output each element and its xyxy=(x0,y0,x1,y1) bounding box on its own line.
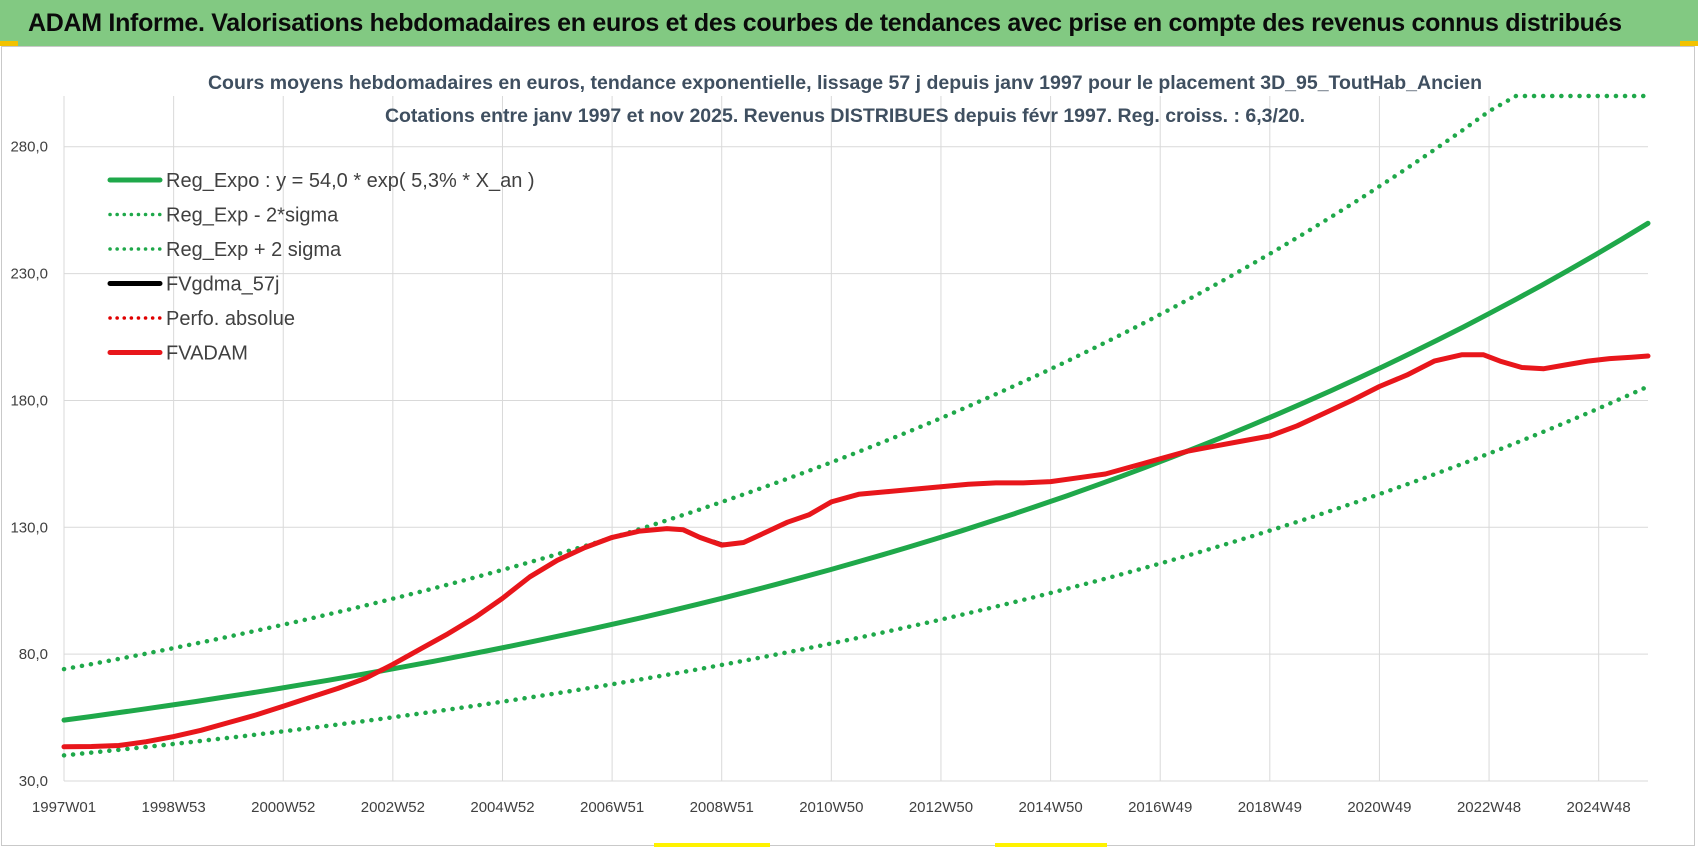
header-bar: ADAM Informe. Valorisations hebdomadaire… xyxy=(0,0,1698,46)
x-tick-label: 2000W52 xyxy=(251,799,315,816)
y-tick-label: 130,0 xyxy=(10,519,48,536)
legend-reg-exp-minus-label: Reg_Exp - 2*sigma xyxy=(166,205,339,227)
gridlines xyxy=(63,96,1648,782)
x-tick-label: 2010W50 xyxy=(799,799,863,816)
chart-frame xyxy=(1,46,1695,846)
x-tick-label: 2024W48 xyxy=(1567,799,1631,816)
legend: Reg_Expo : y = 54,0 * exp( 5,3% * X_an )… xyxy=(107,170,535,365)
series-group xyxy=(61,93,1651,758)
reg-exp-minus-2sigma-line xyxy=(61,384,1651,758)
corner-marker-left xyxy=(0,41,18,46)
x-tick-label: 1998W53 xyxy=(142,799,206,816)
y-axis-ticks: 30,0 80,0 130,0 180,0 230,0 280,0 xyxy=(10,139,48,790)
reg-expo-line xyxy=(61,220,1651,723)
x-tick-label: 2008W51 xyxy=(690,799,754,816)
legend-fvgdma-label: FVgdma_57j xyxy=(166,274,279,296)
x-tick-label: 2004W52 xyxy=(470,799,534,816)
bottom-strip-2 xyxy=(995,843,1107,847)
x-tick-label: 2022W48 xyxy=(1457,799,1521,816)
x-tick-label: 2020W49 xyxy=(1347,799,1411,816)
legend-reg-expo-label: Reg_Expo : y = 54,0 * exp( 5,3% * X_an ) xyxy=(166,170,535,192)
x-tick-label: 2016W49 xyxy=(1128,799,1192,816)
bottom-strip-1 xyxy=(654,843,770,847)
chart-title-line-1: Cours moyens hebdomadaires en euros, ten… xyxy=(208,72,1482,94)
y-tick-label: 180,0 xyxy=(10,392,48,409)
x-tick-label: 2012W50 xyxy=(909,799,973,816)
legend-perfo-absolue-label: Perfo. absolue xyxy=(166,308,295,330)
y-tick-label: 30,0 xyxy=(19,773,48,790)
corner-marker-right xyxy=(1680,41,1698,46)
y-tick-label: 280,0 xyxy=(10,139,48,156)
legend-reg-exp-plus-label: Reg_Exp + 2 sigma xyxy=(166,239,342,261)
y-tick-label: 80,0 xyxy=(19,646,48,663)
x-tick-label: 1997W01 xyxy=(32,799,96,816)
x-axis-ticks: 1997W01 1998W53 2000W52 2002W52 2004W52 2006W… xyxy=(32,799,1631,816)
x-tick-label: 2002W52 xyxy=(361,799,425,816)
page-title: ADAM Informe. Valorisations hebdomadaire… xyxy=(28,9,1622,37)
x-tick-label: 2006W51 xyxy=(580,799,644,816)
x-tick-label: 2018W49 xyxy=(1238,799,1302,816)
fvadam-line xyxy=(61,352,1651,750)
y-tick-label: 230,0 xyxy=(10,266,48,283)
chart-title-line-2: Cotations entre janv 1997 et nov 2025. R… xyxy=(385,105,1305,127)
x-tick-label: 2014W50 xyxy=(1018,799,1082,816)
legend-fvadam-label: FVADAM xyxy=(166,343,248,365)
